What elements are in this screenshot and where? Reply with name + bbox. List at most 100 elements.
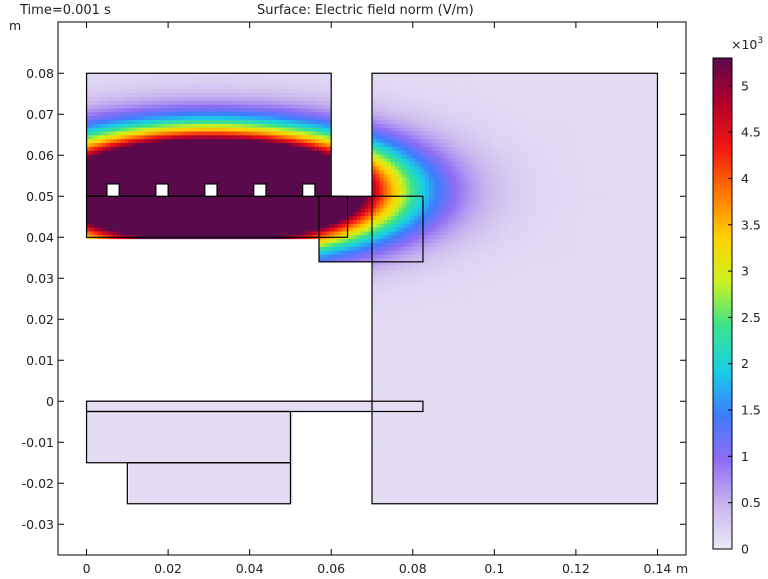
field-cell bbox=[375, 457, 381, 463]
field-cell bbox=[113, 419, 118, 424]
field-cell bbox=[429, 430, 434, 436]
field-cell bbox=[642, 499, 647, 505]
field-cell bbox=[280, 419, 286, 424]
field-cell bbox=[391, 342, 396, 347]
field-cell bbox=[623, 496, 628, 501]
field-cell bbox=[569, 330, 575, 336]
field-cell bbox=[273, 438, 278, 443]
field-cell bbox=[379, 434, 385, 439]
field-cell bbox=[181, 449, 187, 455]
field-cell bbox=[497, 492, 503, 497]
field-cell bbox=[451, 323, 457, 328]
field-cell bbox=[630, 357, 636, 363]
field-cell bbox=[402, 376, 407, 382]
field-cell bbox=[573, 338, 579, 343]
field-cell bbox=[174, 449, 179, 455]
field-cell bbox=[467, 488, 472, 493]
field-cell bbox=[501, 426, 506, 432]
field-cell bbox=[436, 330, 442, 336]
field-cell bbox=[413, 480, 419, 486]
field-cell bbox=[455, 453, 461, 459]
field-cell bbox=[383, 350, 388, 355]
field-cell bbox=[566, 415, 571, 420]
field-cell bbox=[147, 446, 152, 451]
field-cell bbox=[124, 419, 130, 424]
field-cell bbox=[588, 338, 594, 343]
field-cell bbox=[284, 407, 289, 413]
field-cell bbox=[516, 380, 522, 386]
field-cell bbox=[588, 392, 594, 397]
field-cell bbox=[478, 361, 483, 366]
field-cell bbox=[162, 403, 168, 409]
field-cell bbox=[531, 361, 537, 366]
field-cell bbox=[581, 442, 586, 447]
field-cell bbox=[383, 357, 388, 363]
field-cell bbox=[474, 476, 480, 482]
field-cell bbox=[547, 373, 552, 378]
field-cell bbox=[143, 484, 149, 489]
field-cell bbox=[227, 488, 232, 493]
field-cell bbox=[512, 488, 518, 493]
field-cell bbox=[398, 442, 404, 447]
field-cell bbox=[467, 353, 472, 359]
field-cell bbox=[158, 411, 164, 416]
field-cell bbox=[596, 376, 601, 382]
field-cell bbox=[273, 399, 278, 405]
field-cell bbox=[569, 426, 575, 432]
field-cell bbox=[573, 426, 579, 432]
field-cell bbox=[649, 334, 655, 340]
field-cell bbox=[181, 426, 187, 432]
field-cell bbox=[585, 388, 590, 393]
field-cell bbox=[524, 361, 529, 366]
field-cell bbox=[463, 430, 468, 436]
field-cell bbox=[261, 419, 267, 424]
field-cell bbox=[398, 357, 404, 363]
field-cell bbox=[158, 434, 164, 439]
field-cell bbox=[646, 323, 651, 328]
field-cell bbox=[535, 415, 541, 420]
field-cell bbox=[383, 453, 388, 459]
field-cell bbox=[531, 403, 537, 409]
field-cell bbox=[196, 442, 202, 447]
field-cell bbox=[581, 492, 586, 497]
field-cell bbox=[413, 426, 419, 432]
field-cell bbox=[375, 449, 381, 455]
field-cell bbox=[619, 480, 624, 486]
field-cell bbox=[189, 426, 194, 432]
field-cell bbox=[181, 434, 187, 439]
field-cell bbox=[459, 342, 464, 347]
field-cell bbox=[383, 446, 388, 451]
field-cell bbox=[257, 469, 263, 474]
field-cell bbox=[246, 465, 251, 470]
field-cell bbox=[516, 330, 522, 336]
field-cell bbox=[604, 380, 609, 386]
field-cell bbox=[257, 492, 263, 497]
field-cell bbox=[558, 411, 563, 416]
field-cell bbox=[429, 453, 434, 459]
field-cell bbox=[630, 373, 636, 378]
field-cell bbox=[486, 476, 491, 482]
field-cell bbox=[333, 407, 339, 413]
field-cell bbox=[531, 473, 537, 478]
field-cell bbox=[257, 480, 263, 486]
field-cell bbox=[394, 407, 400, 413]
field-cell bbox=[273, 480, 278, 486]
field-cell bbox=[512, 353, 518, 359]
field-cell bbox=[535, 442, 541, 447]
field-cell bbox=[520, 376, 525, 382]
field-cell bbox=[577, 346, 582, 351]
field-cell bbox=[646, 492, 651, 497]
field-cell bbox=[611, 338, 617, 343]
field-cell bbox=[558, 449, 563, 455]
field-cell bbox=[345, 403, 350, 409]
field-cell bbox=[276, 411, 282, 416]
field-cell bbox=[189, 411, 194, 416]
field-cell bbox=[440, 396, 445, 401]
field-cell bbox=[627, 407, 632, 413]
field-cell bbox=[478, 357, 483, 363]
field-cell bbox=[482, 426, 487, 432]
field-cell bbox=[200, 499, 206, 505]
field-cell bbox=[634, 353, 640, 359]
field-cell bbox=[238, 480, 244, 486]
field-cell bbox=[592, 384, 598, 390]
